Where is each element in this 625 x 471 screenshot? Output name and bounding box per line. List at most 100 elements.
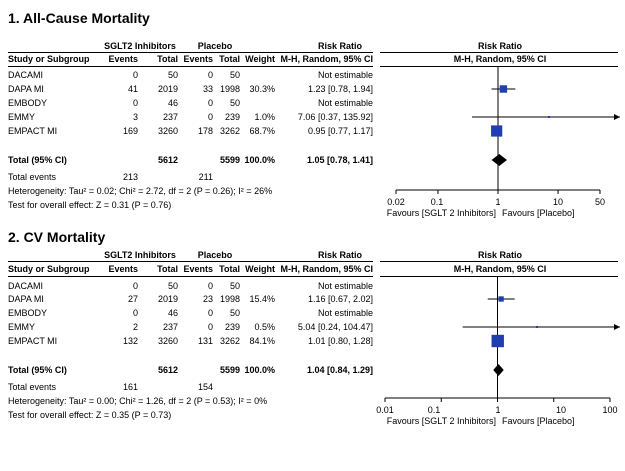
total2: 1998 (219, 294, 240, 304)
weight: 68.7% (249, 126, 275, 136)
total1: 2019 (157, 294, 178, 304)
overall-effect-text: Test for overall effect: Z = 0.31 (P = 0… (8, 200, 172, 210)
total2: 5599 (219, 155, 240, 165)
total1: 46 (167, 98, 178, 108)
total1: 46 (167, 308, 178, 318)
favours-right: Favours [Placebo] (502, 208, 575, 218)
total2: 50 (229, 98, 240, 108)
heterogeneity-text: Heterogeneity: Tau² = 0.02; Chi² = 2.72,… (8, 186, 273, 196)
col-total2: Total (219, 54, 240, 64)
total1: 3260 (157, 126, 178, 136)
total1: 50 (167, 281, 178, 291)
axis-tick-label: 0.01 (376, 405, 394, 415)
col-total1: Total (157, 264, 178, 274)
group1-header: SGLT2 Inhibitors (104, 250, 176, 260)
weight: 1.0% (254, 112, 275, 122)
axis-tick-label: 50 (594, 197, 605, 207)
study-square (491, 125, 503, 137)
axis-tick-label: 100 (602, 405, 618, 415)
col-events2: Events (183, 264, 213, 274)
effect-ci: 1.23 [0.78, 1.94] (307, 84, 373, 94)
axis-tick-label: 0.1 (427, 405, 441, 415)
events2: 178 (197, 126, 213, 136)
divider (380, 276, 618, 277)
total1: 5612 (157, 365, 178, 375)
divider (8, 66, 373, 67)
total2: 239 (224, 112, 240, 122)
total1: 5612 (157, 155, 178, 165)
effect-ci: 1.04 [0.84, 1.29] (306, 365, 373, 375)
total2: 3262 (219, 336, 240, 346)
total2: 50 (229, 281, 240, 291)
study-name: EMPACT MI (8, 126, 58, 136)
effect-ci: Not estimable (317, 70, 373, 80)
total1: 2019 (157, 84, 178, 94)
panel-title: 2. CV Mortality (8, 229, 106, 245)
total-events-label: Total events (8, 172, 57, 182)
axis-tick-label: 1 (495, 197, 501, 207)
col-events1: Events (108, 264, 138, 274)
group2-header: Placebo (197, 41, 233, 51)
total1: 50 (167, 70, 178, 80)
total-events-label: Total events (8, 382, 57, 392)
events2: 0 (207, 322, 213, 332)
events1: 27 (127, 294, 138, 304)
axis-tick-label: 0.1 (430, 197, 444, 207)
effect-header: Risk Ratio (317, 250, 362, 260)
effect-ci: 0.95 [0.77, 1.17] (307, 126, 373, 136)
events2: 211 (198, 172, 213, 182)
axis-tick-label: 10 (555, 405, 566, 415)
col-events1: Events (108, 54, 138, 64)
events1: 0 (132, 98, 138, 108)
total2: 5599 (219, 365, 240, 375)
group2-header: Placebo (197, 250, 233, 260)
plot-header: Risk Ratio (477, 250, 522, 260)
pooled-diamond (491, 154, 507, 166)
plot-subheader: M-H, Random, 95% CI (453, 264, 547, 274)
total1: 3260 (157, 336, 178, 346)
effect-ci: 7.06 [0.37, 135.92] (297, 112, 373, 122)
col-study: Study or Subgroup (8, 264, 90, 274)
study-name: EMBODY (8, 98, 48, 108)
effect-ci: Not estimable (317, 308, 373, 318)
effect-ci: Not estimable (317, 98, 373, 108)
axis-tick-label: 0.02 (387, 197, 405, 207)
events1: 0 (132, 70, 138, 80)
events2: 131 (197, 336, 213, 346)
group1-header: SGLT2 Inhibitors (104, 41, 176, 51)
total-label: Total (95% CI) (8, 155, 67, 165)
study-square (536, 326, 539, 328)
events2: 23 (202, 294, 213, 304)
col-study: Study or Subgroup (8, 54, 90, 64)
divider (8, 52, 373, 53)
study-name: DAPA MI (8, 84, 44, 94)
weight: 0.5% (254, 322, 275, 332)
study-square (498, 296, 504, 302)
divider (380, 261, 618, 262)
total2: 3262 (219, 126, 240, 136)
col-weight: Weight (245, 54, 275, 64)
panel-title: 1. All-Cause Mortality (8, 10, 150, 26)
effect-header: Risk Ratio (317, 41, 362, 51)
favours-left: Favours [SGLT 2 Inhibitors] (386, 416, 496, 426)
weight: 30.3% (249, 84, 275, 94)
events1: 169 (122, 126, 138, 136)
col-effect: M-H, Random, 95% CI (280, 264, 373, 274)
study-name: EMMY (8, 112, 35, 122)
total2: 1998 (219, 84, 240, 94)
col-total1: Total (157, 54, 178, 64)
overall-effect-text: Test for overall effect: Z = 0.35 (P = 0… (8, 410, 172, 420)
weight: 100.0% (244, 155, 275, 165)
events1: 2 (132, 322, 138, 332)
ci-arrow (614, 114, 620, 120)
pooled-diamond (493, 364, 504, 376)
total1: 237 (162, 322, 178, 332)
study-name: EMBODY (8, 308, 48, 318)
ci-arrow (614, 324, 620, 330)
study-square (499, 85, 508, 93)
axis-tick-label: 1 (495, 405, 501, 415)
study-name: EMPACT MI (8, 336, 58, 346)
col-effect: M-H, Random, 95% CI (280, 54, 373, 64)
axis-tick-label: 10 (552, 197, 563, 207)
total-label: Total (95% CI) (8, 365, 67, 375)
